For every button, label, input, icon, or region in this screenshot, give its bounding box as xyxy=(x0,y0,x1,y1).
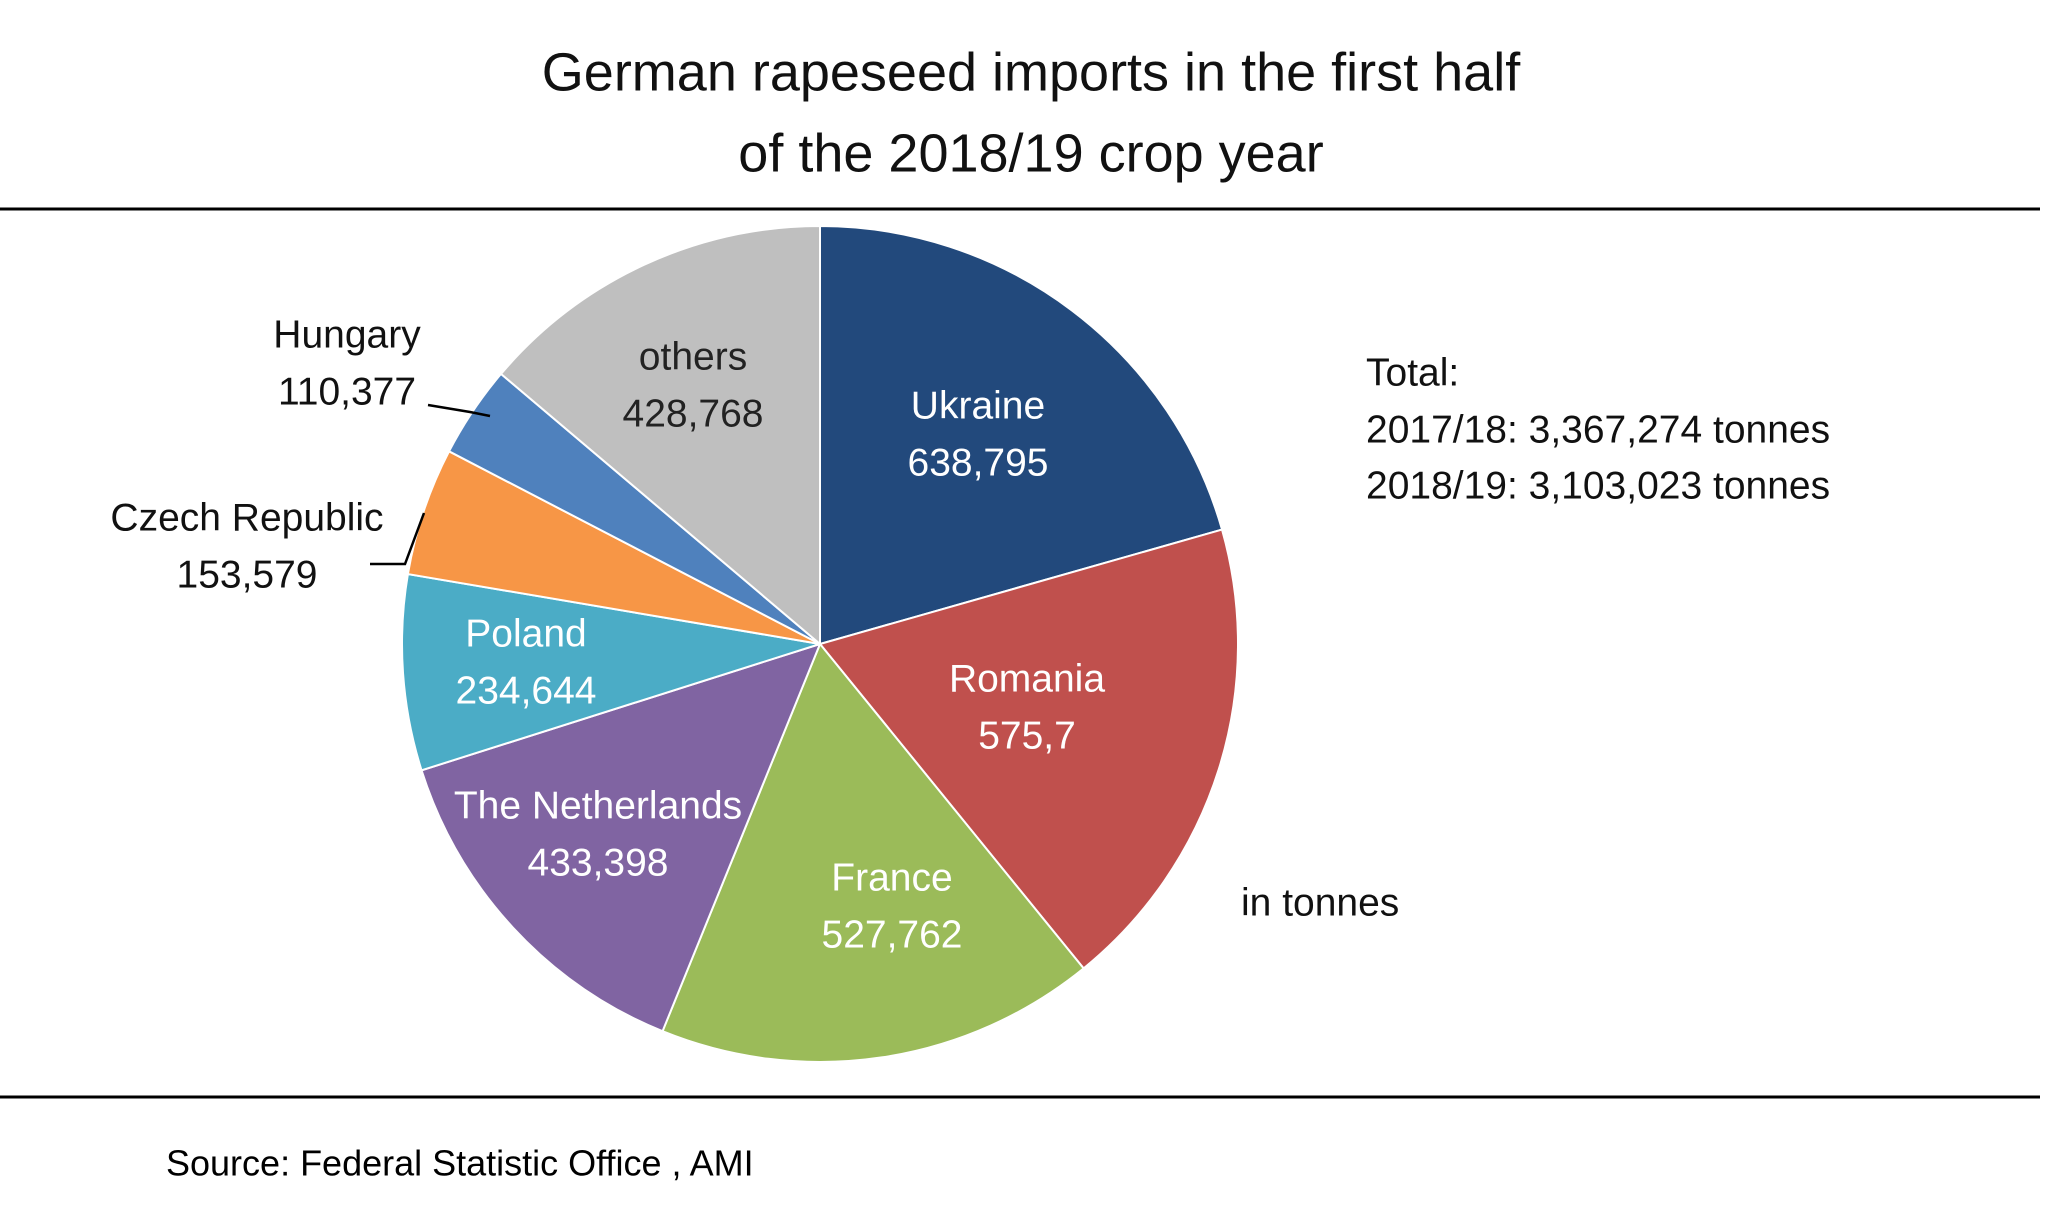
data-label: 428,768 xyxy=(623,392,764,435)
slice-label: Ukraine xyxy=(911,384,1045,427)
chart-title: of the 2018/19 crop year xyxy=(738,123,1323,183)
leader-line xyxy=(370,512,426,566)
annotation: 2018/19: 3,103,023 tonnes xyxy=(1366,464,1830,507)
pie-slice xyxy=(818,528,1239,970)
pie-slice xyxy=(499,224,821,647)
data-label: 153,579 xyxy=(177,553,318,596)
data-label: 234,644 xyxy=(456,669,597,712)
pie-slice xyxy=(661,642,1086,1063)
pie-slice xyxy=(819,224,1224,646)
slice-label: Czech Republic xyxy=(110,496,383,539)
data-label: 433,398 xyxy=(528,841,669,884)
source: Source: Federal Statistic Office , AMI xyxy=(166,1143,754,1184)
annotation: 2017/18: 3,367,274 tonnes xyxy=(1366,408,1830,451)
slice-label: Poland xyxy=(465,612,586,655)
data-label: 527,762 xyxy=(822,913,963,956)
annotation: Total: xyxy=(1366,351,1459,394)
pie-slice xyxy=(401,572,821,772)
chart-title: German rapeseed imports in the first hal… xyxy=(542,42,1521,102)
slice-label: France xyxy=(831,856,952,899)
slice-label: The Netherlands xyxy=(454,784,742,827)
data-label: 110,377 xyxy=(278,370,416,413)
slice-label: Hungary xyxy=(273,313,421,356)
slice-label: others xyxy=(639,335,747,378)
slice-label: Romania xyxy=(949,657,1105,700)
data-label: 575,7 xyxy=(978,714,1076,757)
pie-slice xyxy=(420,642,822,1033)
annotation: in tonnes xyxy=(1241,881,1399,924)
data-label: 638,795 xyxy=(908,441,1049,484)
leader-line xyxy=(427,403,491,418)
